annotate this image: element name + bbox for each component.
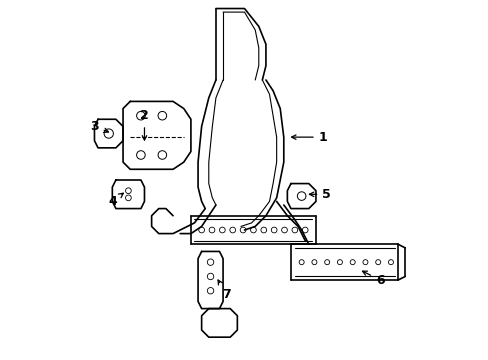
Text: 4: 4 xyxy=(108,193,123,208)
Text: 6: 6 xyxy=(362,271,384,287)
Text: 2: 2 xyxy=(140,109,148,140)
Text: 3: 3 xyxy=(90,120,108,133)
Text: 1: 1 xyxy=(291,131,327,144)
Text: 7: 7 xyxy=(218,280,230,301)
Text: 5: 5 xyxy=(309,188,330,201)
